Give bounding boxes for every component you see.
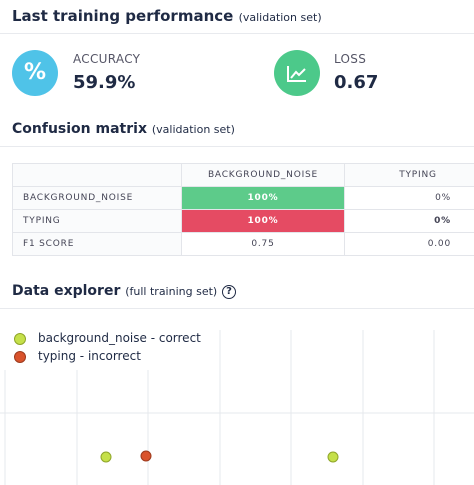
row-label: TYPING xyxy=(12,209,182,233)
section-title: Confusion matrix (validation set) xyxy=(12,121,235,137)
divider xyxy=(0,33,474,34)
metric-label: ACCURACY xyxy=(73,52,141,66)
title: Last training performance xyxy=(12,7,234,25)
section-title: Last training performance (validation se… xyxy=(12,7,322,25)
help-icon[interactable]: ? xyxy=(222,285,237,299)
column-header: BACKGROUND_NOISE xyxy=(181,163,345,187)
cell: 100% xyxy=(181,209,345,233)
scatter-area xyxy=(0,330,474,485)
section-title: Data explorer (full training set) ? xyxy=(12,283,237,299)
subtitle: (validation set) xyxy=(238,11,322,24)
metric-value: 59.9% xyxy=(73,72,136,93)
cell: 0.00 xyxy=(344,232,474,256)
point[interactable] xyxy=(100,451,112,463)
header-row: BACKGROUND_NOISE TYPING xyxy=(12,163,474,187)
legend-entry[interactable]: background_noise - correct xyxy=(38,331,201,345)
corner-cell xyxy=(12,163,182,187)
row: F1 SCORE 0.75 0.00 xyxy=(12,232,474,256)
point[interactable] xyxy=(140,450,152,462)
row-label: F1 SCORE xyxy=(12,232,182,256)
legend-entry[interactable]: typing - incorrect xyxy=(38,349,141,363)
title: Data explorer xyxy=(12,283,121,299)
confusion-table: BACKGROUND_NOISE TYPING BACKGROUND_NOISE… xyxy=(12,163,474,256)
legend-swatch xyxy=(14,351,26,363)
metric-value: 0.67 xyxy=(334,72,379,93)
metric-label: LOSS xyxy=(334,52,367,66)
subtitle: (validation set) xyxy=(151,123,235,136)
cell: 100% xyxy=(181,186,345,210)
legend: background_noise - correct typing - inco… xyxy=(4,326,201,366)
legend-swatch xyxy=(14,333,26,345)
accuracy-icon: % xyxy=(12,50,58,96)
cell: 0% xyxy=(344,186,474,210)
subtitle: (full training set) xyxy=(125,285,218,298)
cell: 0.75 xyxy=(181,232,345,256)
loss-icon xyxy=(274,50,320,96)
divider xyxy=(0,146,474,147)
title: Confusion matrix xyxy=(12,121,147,137)
row: TYPING 100% 0% xyxy=(12,209,474,233)
column-header: TYPING xyxy=(344,163,474,187)
row-label: BACKGROUND_NOISE xyxy=(12,186,182,210)
point[interactable] xyxy=(327,451,339,463)
cell: 0% xyxy=(344,209,474,233)
divider xyxy=(0,308,474,309)
row: BACKGROUND_NOISE 100% 0% xyxy=(12,186,474,210)
